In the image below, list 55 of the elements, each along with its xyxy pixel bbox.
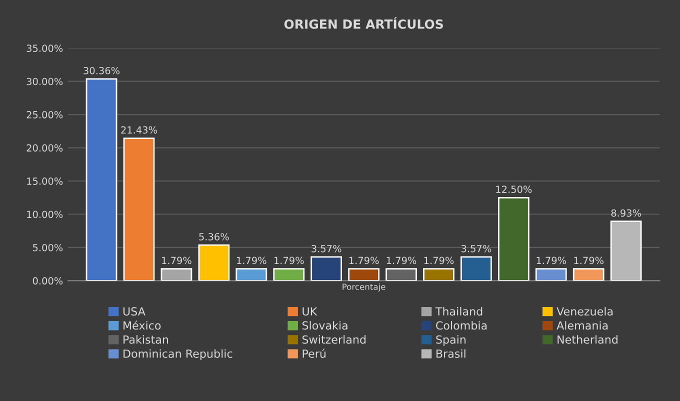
bar	[310, 256, 342, 281]
bar	[460, 256, 492, 281]
data-label: 1.79%	[424, 256, 454, 264]
legend-label: Brasil	[436, 349, 466, 358]
bar	[423, 268, 454, 281]
data-label: 1.79%	[237, 256, 266, 264]
x-tick-label: Porcentaje	[342, 283, 386, 292]
bar	[572, 268, 604, 281]
data-label: 8.93%	[611, 209, 641, 217]
bar	[273, 268, 305, 281]
bar	[123, 138, 155, 281]
bar	[535, 268, 567, 281]
data-label: 1.79%	[574, 256, 604, 264]
legend-label: Switzerland	[302, 335, 366, 344]
legend-label: Slovakia	[302, 321, 348, 330]
y-tick-label: 0.00%	[32, 277, 63, 285]
data-label: 1.79%	[162, 256, 192, 264]
data-label: 3.57%	[462, 244, 492, 252]
y-tick-label: 10.00%	[27, 210, 63, 218]
y-tick-label: 35.00%	[26, 44, 63, 52]
bar	[236, 268, 268, 281]
y-tick-label: 30.00%	[26, 78, 63, 86]
data-label: 1.79%	[386, 256, 416, 264]
legend-label: Pakistan	[124, 335, 168, 344]
bar	[86, 78, 118, 281]
data-label: 3.57%	[312, 244, 342, 252]
data-label: 30.36%	[84, 66, 120, 74]
legend-label: UK	[302, 307, 318, 316]
legend-label: USA	[123, 307, 146, 316]
bar	[386, 268, 417, 281]
legend-label: México	[124, 320, 161, 330]
bar	[498, 196, 530, 281]
bar	[198, 244, 230, 281]
y-tick-label: 5.00%	[33, 244, 63, 252]
data-label: 1.79%	[274, 256, 304, 264]
legend-label: Thailand	[435, 306, 482, 316]
legend-label: Spain	[436, 335, 466, 346]
legend-label: Netherland	[558, 335, 618, 344]
y-tick-label: 20.00%	[26, 144, 63, 152]
legend-label: Colombia	[436, 321, 487, 330]
y-tick-label: 15.00%	[27, 178, 63, 185]
data-label: 21.43%	[121, 126, 157, 134]
data-label: 5.36%	[199, 233, 229, 240]
legend-label: Venezuela	[556, 306, 613, 316]
legend-label: Alemania	[556, 321, 608, 330]
legend-label: Perú	[302, 348, 326, 358]
legend-label: Dominican Republic	[124, 349, 232, 360]
data-label: 1.79%	[349, 256, 379, 264]
y-tick-label: 25.00%	[26, 111, 63, 118]
bar	[610, 220, 642, 281]
bar	[160, 268, 192, 281]
chart-title: ORIGEN DE ARTÍCULOS	[284, 17, 443, 29]
bar	[348, 268, 380, 281]
data-label: 12.50%	[496, 186, 532, 193]
data-label: 1.79%	[536, 256, 566, 264]
